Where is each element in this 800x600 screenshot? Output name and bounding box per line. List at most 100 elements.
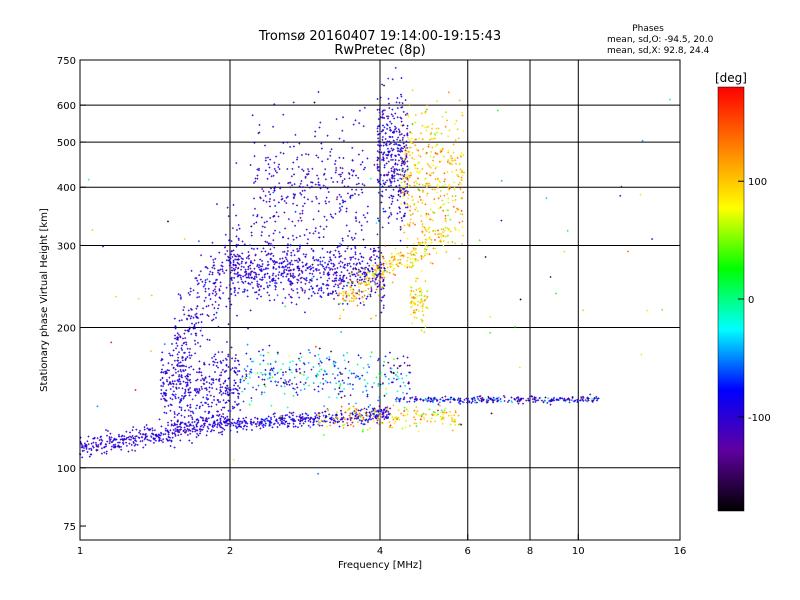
data-point [258,422,261,425]
data-point [196,421,199,424]
data-point [374,408,377,411]
data-point [317,420,320,423]
data-point [284,414,287,417]
data-point [183,416,186,419]
data-point [377,423,380,426]
data-point [221,386,224,389]
data-point [238,424,241,427]
data-point [351,420,354,423]
data-point [132,437,135,440]
data-point [368,415,371,418]
y-tick-label: 100 [57,464,76,475]
data-point [377,414,380,417]
data-point [125,441,128,444]
data-point [189,386,192,389]
data-point [302,418,305,421]
data-point [393,422,396,425]
data-point [278,417,281,420]
data-point [228,376,231,379]
data-point [312,423,315,426]
data-point [179,382,182,385]
data-point [125,430,128,433]
data-point [189,406,192,409]
data-point [404,426,407,429]
data-point [331,414,334,417]
chart-title: Tromsø 20160407 19:14:00-19:15:43 [258,29,501,44]
data-point [176,430,179,433]
data-point [363,411,366,414]
data-point [217,398,220,401]
data-point [88,447,91,450]
data-point [303,417,306,420]
data-point [213,399,216,402]
data-point [454,411,457,414]
data-point [385,409,388,412]
data-point [200,401,203,404]
data-point [383,418,386,421]
data-point [187,373,190,376]
data-point [184,357,187,360]
data-point [281,418,284,421]
data-point [292,411,295,414]
data-point [108,442,111,445]
data-point [413,422,416,425]
data-point [153,429,156,432]
data-point [195,436,198,439]
data-point [275,420,278,423]
data-point [205,388,208,391]
data-point [420,414,423,417]
data-point [87,435,90,438]
data-point [184,394,187,397]
data-point [192,424,195,427]
data-point [234,387,237,390]
data-point [332,418,335,421]
data-point [373,407,376,410]
data-point [167,362,170,365]
data-point [178,430,181,433]
data-point [281,422,284,425]
data-point [219,417,222,420]
data-point [377,410,380,413]
data-point [229,423,232,426]
data-point [223,417,226,420]
data-point [281,417,284,420]
data-point [184,428,187,431]
data-point [367,405,370,408]
data-point [196,432,199,435]
data-point [149,428,152,431]
data-point [110,445,113,448]
data-point [332,419,335,422]
data-point [112,444,115,447]
data-point [205,396,208,399]
data-point [203,424,206,427]
data-point [150,435,153,438]
data-point [259,427,262,430]
data-point [232,391,235,394]
data-point [90,442,93,445]
data-point [254,422,257,425]
data-point [134,435,137,438]
data-point [120,435,123,438]
data-point [312,421,315,424]
data-point [404,414,407,417]
data-point [191,441,194,444]
data-point [376,419,379,422]
data-point [361,414,364,417]
data-point [365,411,368,414]
data-point [194,430,197,433]
data-point [454,423,457,426]
data-point [164,433,167,436]
data-point [294,425,297,428]
data-point [441,417,444,420]
data-point [106,430,109,433]
data-point [420,415,423,418]
data-point [362,423,365,426]
data-point [180,347,183,350]
data-point [188,425,191,428]
data-point [236,420,239,423]
data-point [329,424,332,427]
data-point [141,439,144,442]
y-tick-label: 200 [57,324,76,335]
data-point [313,420,316,423]
data-point [180,409,183,412]
